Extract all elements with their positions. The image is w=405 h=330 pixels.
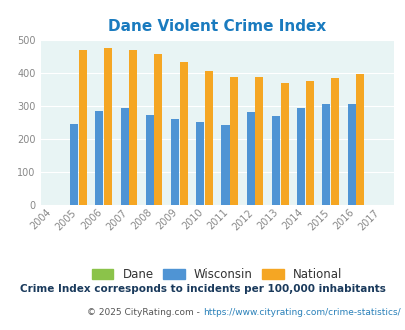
- Bar: [129, 50, 137, 205]
- Bar: [271, 115, 279, 205]
- Bar: [95, 111, 103, 205]
- Bar: [296, 108, 305, 205]
- Bar: [171, 119, 179, 205]
- Bar: [322, 104, 330, 205]
- Bar: [221, 125, 229, 205]
- Text: Crime Index corresponds to incidents per 100,000 inhabitants: Crime Index corresponds to incidents per…: [20, 284, 385, 294]
- Title: Dane Violent Crime Index: Dane Violent Crime Index: [108, 19, 326, 34]
- Bar: [280, 83, 288, 205]
- Bar: [305, 81, 313, 205]
- Bar: [196, 122, 204, 205]
- Legend: Dane, Wisconsin, National: Dane, Wisconsin, National: [87, 263, 346, 286]
- Bar: [79, 50, 87, 205]
- Bar: [246, 112, 254, 205]
- Bar: [154, 54, 162, 205]
- Text: © 2025 CityRating.com -: © 2025 CityRating.com -: [87, 308, 202, 317]
- Bar: [120, 108, 128, 205]
- Bar: [355, 74, 363, 205]
- Bar: [255, 77, 263, 205]
- Bar: [70, 124, 78, 205]
- Bar: [145, 115, 153, 205]
- Bar: [104, 48, 112, 205]
- Bar: [230, 77, 238, 205]
- Bar: [347, 104, 355, 205]
- Bar: [205, 71, 212, 205]
- Bar: [179, 62, 187, 205]
- Text: https://www.cityrating.com/crime-statistics/: https://www.cityrating.com/crime-statist…: [202, 308, 400, 317]
- Bar: [330, 78, 338, 205]
